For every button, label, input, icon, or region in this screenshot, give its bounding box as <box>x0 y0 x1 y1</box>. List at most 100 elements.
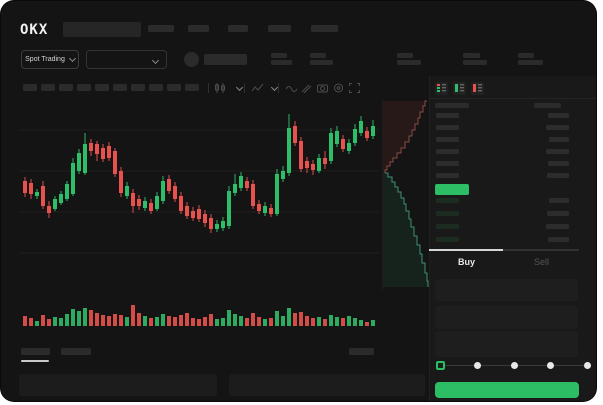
bid-row-price[interactable] <box>436 211 459 216</box>
ask-row-price[interactable] <box>436 113 459 118</box>
interval-button[interactable] <box>23 84 37 91</box>
nav-item[interactable] <box>228 25 248 32</box>
footer-tab[interactable] <box>21 348 50 355</box>
volume-bar <box>77 311 81 326</box>
ask-row-price[interactable] <box>436 149 459 154</box>
volume-bar <box>53 317 57 326</box>
bid-row-amount[interactable] <box>546 224 569 229</box>
search-input[interactable] <box>63 22 141 37</box>
ask-row-amount[interactable] <box>548 113 569 118</box>
interval-button[interactable] <box>167 84 181 91</box>
ask-row-amount[interactable] <box>549 137 569 142</box>
interval-button[interactable] <box>95 84 109 91</box>
volume-bar <box>173 317 177 326</box>
volume-bar <box>191 318 195 326</box>
volume-bar <box>167 316 171 326</box>
stat-value <box>463 60 487 65</box>
nav-item[interactable] <box>148 25 174 32</box>
line-wave-icon[interactable] <box>285 82 298 94</box>
last-price-badge <box>435 184 469 195</box>
ask-row-amount[interactable] <box>546 125 569 130</box>
ask-row-amount[interactable] <box>547 173 569 178</box>
order-input-field[interactable] <box>435 279 578 301</box>
order-input-field[interactable] <box>435 306 578 329</box>
chevron-down-icon[interactable] <box>270 83 279 92</box>
market-type-label: Spot Trading <box>25 56 65 63</box>
bid-row-price[interactable] <box>436 224 459 229</box>
tab-sell[interactable]: Sell <box>504 251 579 273</box>
interval-button[interactable] <box>185 84 199 91</box>
candle-body <box>311 164 315 170</box>
settings-icon[interactable] <box>332 82 345 94</box>
candle-body <box>23 181 27 193</box>
candle-body <box>227 191 231 226</box>
bid-row-price[interactable] <box>436 237 459 242</box>
interval-button[interactable] <box>131 84 145 91</box>
book-bids-icon[interactable] <box>453 82 466 95</box>
candle-body <box>365 131 369 138</box>
volume-bar <box>359 320 363 326</box>
interval-button[interactable] <box>41 84 55 91</box>
fullscreen-icon[interactable] <box>348 82 361 94</box>
book-asks-icon[interactable] <box>471 82 484 95</box>
stat-label <box>310 53 326 58</box>
depth-chart[interactable] <box>382 99 429 291</box>
ask-row-amount[interactable] <box>548 161 569 166</box>
candle-body <box>47 206 51 213</box>
interval-button[interactable] <box>77 84 91 91</box>
interval-button[interactable] <box>149 84 163 91</box>
bid-row-amount[interactable] <box>548 237 569 242</box>
ask-row-price[interactable] <box>436 161 459 166</box>
bid-row-amount[interactable] <box>549 198 569 203</box>
tab-buy[interactable]: Buy <box>429 251 504 273</box>
volume-bar <box>41 315 45 326</box>
footer-tab[interactable] <box>61 348 91 355</box>
okx-logo[interactable]: OKX <box>20 22 49 38</box>
slider-stop-dot[interactable] <box>547 362 554 369</box>
market-type-dropdown[interactable]: Spot Trading <box>21 50 79 69</box>
chevron-down-icon <box>68 54 76 63</box>
pair-selector-dropdown[interactable] <box>86 50 167 69</box>
nav-item[interactable] <box>311 25 338 32</box>
interval-button[interactable] <box>59 84 73 91</box>
ask-row-amount[interactable] <box>546 149 569 154</box>
interval-button[interactable] <box>113 84 127 91</box>
volume-bar <box>227 310 231 326</box>
book-both-icon[interactable] <box>435 82 448 95</box>
nav-item[interactable] <box>268 25 291 32</box>
bid-row-amount[interactable] <box>547 211 569 216</box>
candle-body <box>353 129 357 143</box>
ask-row-price[interactable] <box>436 125 459 130</box>
camera-icon[interactable] <box>316 82 329 94</box>
slider-stop-dot[interactable] <box>510 362 518 369</box>
candle-body <box>257 204 261 211</box>
order-input-field[interactable] <box>435 331 578 357</box>
footer-tab[interactable] <box>349 348 374 355</box>
volume-bar <box>245 318 249 326</box>
candle-body <box>173 186 177 199</box>
candlestick-style-icon[interactable] <box>214 82 227 94</box>
candle-body <box>191 211 195 218</box>
stat-label <box>397 53 413 58</box>
ask-row-price[interactable] <box>436 173 459 178</box>
candle-body <box>83 144 87 173</box>
candle-body <box>269 208 273 214</box>
chevron-down-icon[interactable] <box>235 83 244 92</box>
volume-bar <box>329 315 333 326</box>
ask-row-price[interactable] <box>436 137 459 142</box>
nav-item[interactable] <box>188 25 209 32</box>
candlestick-chart[interactable] <box>19 101 379 341</box>
buy-submit-button[interactable] <box>435 382 579 398</box>
amount-slider-handle[interactable] <box>436 361 445 370</box>
stat-value <box>518 60 543 65</box>
volume-bar <box>275 311 279 326</box>
slider-stop-dot[interactable] <box>583 362 591 369</box>
slider-stop-dot[interactable] <box>474 362 481 369</box>
volume-bar <box>47 319 51 326</box>
panel-divider <box>429 98 596 99</box>
bid-row-price[interactable] <box>436 198 459 203</box>
stat-value <box>271 60 292 65</box>
draw-icon[interactable] <box>300 82 313 94</box>
indicators-icon[interactable] <box>251 82 264 94</box>
coin-icon <box>184 52 199 67</box>
